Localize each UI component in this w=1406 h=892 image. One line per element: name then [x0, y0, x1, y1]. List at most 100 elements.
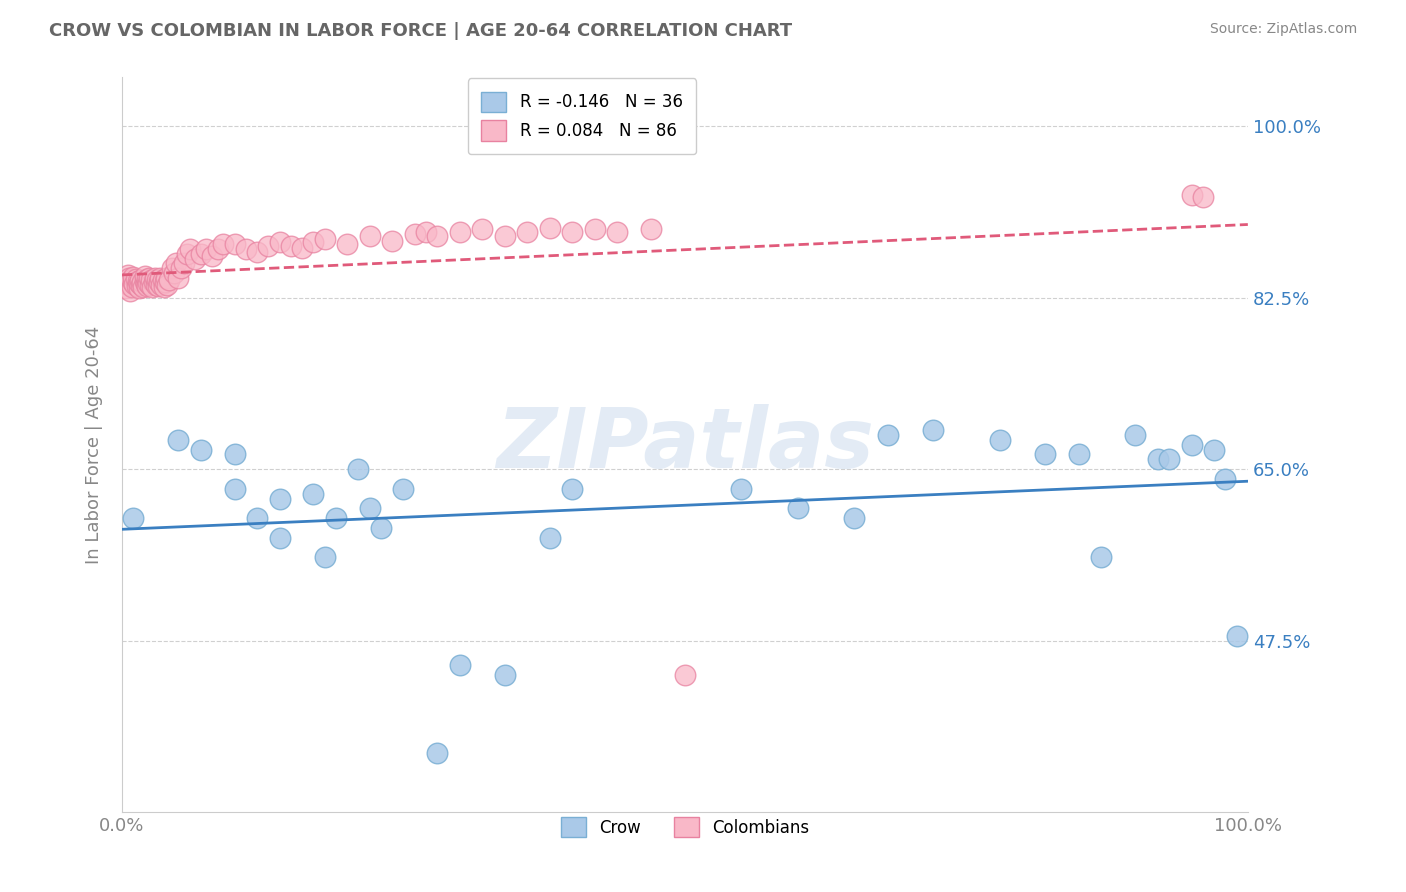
Point: [1180, 437, 1202, 451]
Point: [257, 239, 280, 253]
Point: [921, 423, 943, 437]
Point: [141, 280, 163, 294]
Text: CROW VS COLOMBIAN IN LABOR FORCE | AGE 20-64 CORRELATION CHART: CROW VS COLOMBIAN IN LABOR FORCE | AGE 2…: [49, 22, 793, 40]
Point: [124, 272, 146, 286]
Point: [129, 273, 152, 287]
Point: [128, 281, 150, 295]
Point: [325, 511, 347, 525]
Point: [876, 428, 898, 442]
Point: [173, 256, 195, 270]
Point: [1033, 447, 1056, 461]
Point: [120, 273, 142, 287]
Point: [246, 244, 269, 259]
Point: [1123, 428, 1146, 442]
Point: [135, 277, 157, 291]
Point: [516, 225, 538, 239]
Point: [122, 511, 145, 525]
Point: [449, 225, 471, 239]
Point: [1090, 550, 1112, 565]
Point: [404, 227, 426, 241]
Point: [124, 277, 146, 291]
Legend: Crow, Colombians: Crow, Colombians: [554, 810, 815, 844]
Point: [153, 275, 176, 289]
Point: [583, 222, 606, 236]
Point: [302, 486, 325, 500]
Point: [1157, 452, 1180, 467]
Point: [280, 239, 302, 253]
Point: [1180, 188, 1202, 202]
Point: [118, 284, 141, 298]
Point: [269, 235, 291, 249]
Point: [118, 271, 141, 285]
Point: [190, 246, 212, 260]
Point: [195, 242, 218, 256]
Point: [160, 261, 183, 276]
Point: [538, 531, 561, 545]
Point: [347, 462, 370, 476]
Point: [115, 274, 138, 288]
Point: [415, 225, 437, 239]
Point: [165, 256, 187, 270]
Point: [190, 442, 212, 457]
Point: [134, 274, 156, 288]
Point: [212, 236, 235, 251]
Point: [134, 269, 156, 284]
Point: [184, 252, 207, 266]
Point: [538, 221, 561, 235]
Point: [1202, 442, 1225, 457]
Point: [131, 275, 153, 289]
Point: [167, 271, 190, 285]
Point: [157, 273, 180, 287]
Point: [142, 275, 165, 289]
Point: [224, 236, 246, 251]
Point: [136, 276, 159, 290]
Point: [302, 235, 325, 249]
Point: [179, 242, 201, 256]
Point: [1146, 452, 1168, 467]
Point: [494, 229, 516, 244]
Point: [786, 501, 808, 516]
Point: [269, 531, 291, 545]
Point: [842, 511, 865, 525]
Point: [150, 278, 173, 293]
Point: [224, 482, 246, 496]
Point: [127, 274, 149, 288]
Point: [122, 275, 145, 289]
Point: [1226, 629, 1249, 643]
Point: [392, 482, 415, 496]
Point: [163, 266, 186, 280]
Text: ZIPatlas: ZIPatlas: [496, 404, 875, 485]
Point: [135, 279, 157, 293]
Point: [561, 482, 583, 496]
Point: [129, 278, 152, 293]
Point: [112, 276, 135, 290]
Point: [152, 273, 174, 287]
Point: [128, 276, 150, 290]
Point: [246, 511, 269, 525]
Point: [118, 278, 141, 293]
Point: [449, 658, 471, 673]
Point: [640, 222, 662, 236]
Point: [155, 271, 177, 285]
Point: [1067, 447, 1090, 461]
Point: [426, 229, 449, 244]
Point: [494, 667, 516, 681]
Point: [561, 225, 583, 239]
Point: [148, 275, 170, 289]
Point: [201, 249, 224, 263]
Point: [370, 521, 392, 535]
Point: [988, 433, 1011, 447]
Point: [149, 271, 172, 285]
Point: [359, 229, 381, 244]
Point: [359, 501, 381, 516]
Point: [207, 242, 229, 256]
Point: [673, 667, 696, 681]
Point: [471, 222, 494, 236]
Point: [121, 280, 143, 294]
Point: [291, 241, 314, 255]
Point: [730, 482, 752, 496]
Point: [426, 746, 449, 760]
Point: [606, 225, 628, 239]
Point: [314, 550, 336, 565]
Point: [132, 280, 155, 294]
